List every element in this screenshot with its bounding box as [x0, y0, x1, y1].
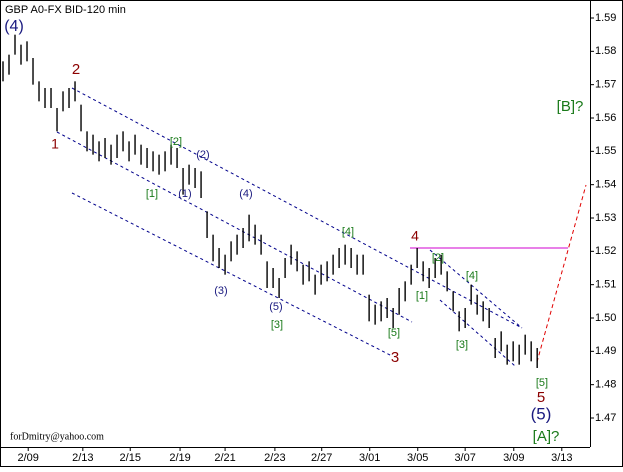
wave-label: (1)	[178, 188, 191, 200]
x-tick-label: 3/13	[551, 452, 572, 464]
y-tick-label: 1.52	[595, 245, 616, 257]
y-tick-label: 1.49	[595, 345, 616, 357]
x-tick-label: 2/13	[72, 452, 93, 464]
wave-label: (4)	[4, 18, 24, 35]
y-tick-label: 1.54	[595, 179, 616, 191]
wave-label: [4]	[466, 270, 478, 282]
wave-label: [3]	[271, 319, 283, 331]
x-tick-label: 3/01	[359, 452, 380, 464]
bars	[2, 34, 538, 368]
x-tick-label: 2/23	[264, 452, 285, 464]
y-tick-label: 1.57	[595, 79, 616, 91]
wave-label: [4]	[342, 226, 354, 238]
y-tick-label: 1.47	[595, 412, 616, 424]
wave-label: [2]	[170, 136, 182, 148]
channel-line	[429, 249, 523, 329]
wave-label: (2)	[196, 149, 209, 161]
forecast-line	[536, 184, 587, 363]
y-tick-label: 1.55	[595, 145, 616, 157]
wave-label: 5	[537, 389, 545, 406]
channel-line	[56, 131, 413, 323]
wave-label: [B]?	[557, 98, 584, 115]
x-tick-label: 3/05	[407, 452, 428, 464]
annotations: (4) 2 1 [2] (2) [1] (1) (4) (3) (5) [3] [4] 4 [2] [1] […	[4, 18, 583, 445]
y-tick-label: 1.56	[595, 112, 616, 124]
wave-label: [A]?	[533, 428, 560, 445]
channel-line	[71, 87, 523, 329]
y-tick-label: 1.58	[595, 45, 616, 57]
wave-label: 2	[72, 61, 80, 78]
x-tick-label: 2/15	[120, 452, 141, 464]
wave-label: 3	[391, 349, 399, 366]
wave-label: (3)	[214, 285, 227, 297]
wave-label: [1]	[146, 188, 158, 200]
y-tick-label: 1.53	[595, 212, 616, 224]
x-tick-label: 2/27	[311, 452, 332, 464]
watermark: forDmitry@yahoo.com	[10, 431, 104, 442]
wave-label: (5)	[269, 301, 282, 313]
wave-label: (4)	[239, 188, 252, 200]
wave-label: (5)	[531, 404, 552, 423]
wave-label: 1	[51, 136, 59, 152]
x-tick-label: 3/09	[503, 452, 524, 464]
x-tick-label: 3/07	[454, 452, 475, 464]
x-tick-label: 2/09	[17, 452, 38, 464]
x-tick-label: 2/19	[169, 452, 190, 464]
wave-label: [2]	[432, 252, 444, 264]
channel-lines	[56, 87, 523, 367]
y-tick-label: 1.48	[595, 379, 616, 391]
wave-label: [5]	[388, 327, 400, 339]
y-tick-label: 1.50	[595, 312, 616, 324]
wave-label: [3]	[456, 339, 468, 351]
channel-line	[439, 299, 516, 367]
y-tick-label: 1.51	[595, 279, 616, 291]
wave-label: 4	[411, 228, 419, 244]
wave-label: [1]	[416, 290, 428, 302]
wave-label: [5]	[536, 377, 548, 389]
chart-title: GBP A0-FX BID-120 min	[5, 4, 126, 16]
y-tick-label: 1.59	[595, 12, 616, 24]
x-tick-label: 2/21	[214, 452, 235, 464]
